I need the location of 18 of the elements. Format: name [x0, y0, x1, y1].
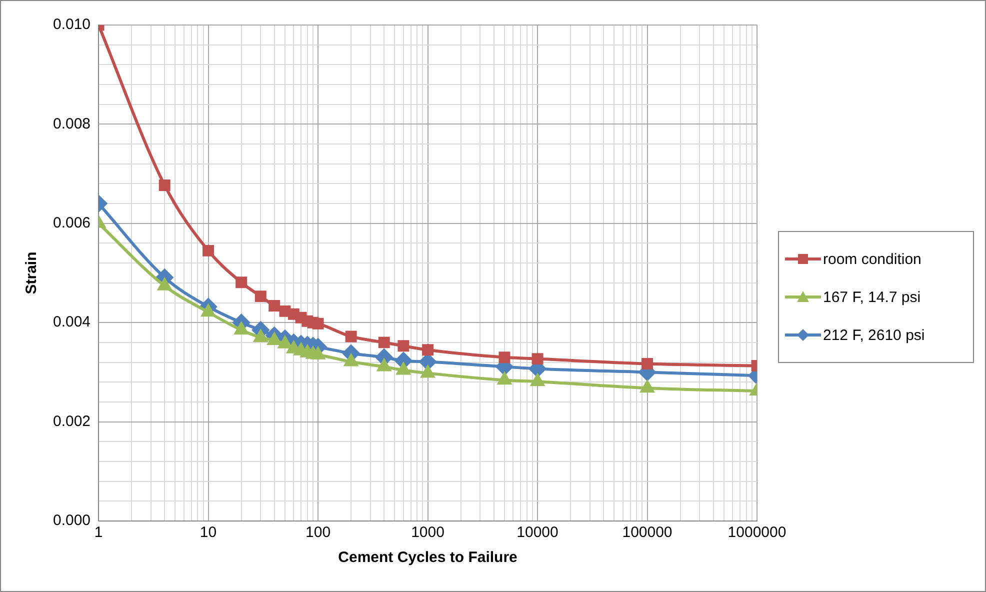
legend-label: 212 F, 2610 psi — [823, 326, 925, 344]
x-tick-label: 1000 — [411, 524, 444, 542]
x-tick-label: 10 — [200, 524, 217, 542]
legend-label: room condition — [823, 250, 922, 268]
x-tick-label: 100000 — [622, 524, 672, 542]
y-tick-label: 0.010 — [52, 16, 91, 34]
y-tick-label: 0.000 — [52, 512, 91, 530]
x-axis-title: Cement Cycles to Failure — [338, 549, 518, 566]
x-tick-label: 1 — [94, 524, 103, 542]
y-tick-label: 0.002 — [52, 412, 91, 430]
y-tick-label: 0.008 — [52, 115, 91, 132]
y-axis-title: Strain — [23, 252, 40, 294]
y-tick-label: 0.004 — [52, 314, 91, 331]
x-tick-label: 100 — [306, 524, 331, 542]
legend-label: 167 F, 14.7 psi — [823, 288, 921, 306]
x-tick-label: 10000 — [516, 524, 558, 542]
x-tick-label: 1000000 — [728, 524, 786, 542]
y-tick-label: 0.006 — [52, 214, 91, 232]
